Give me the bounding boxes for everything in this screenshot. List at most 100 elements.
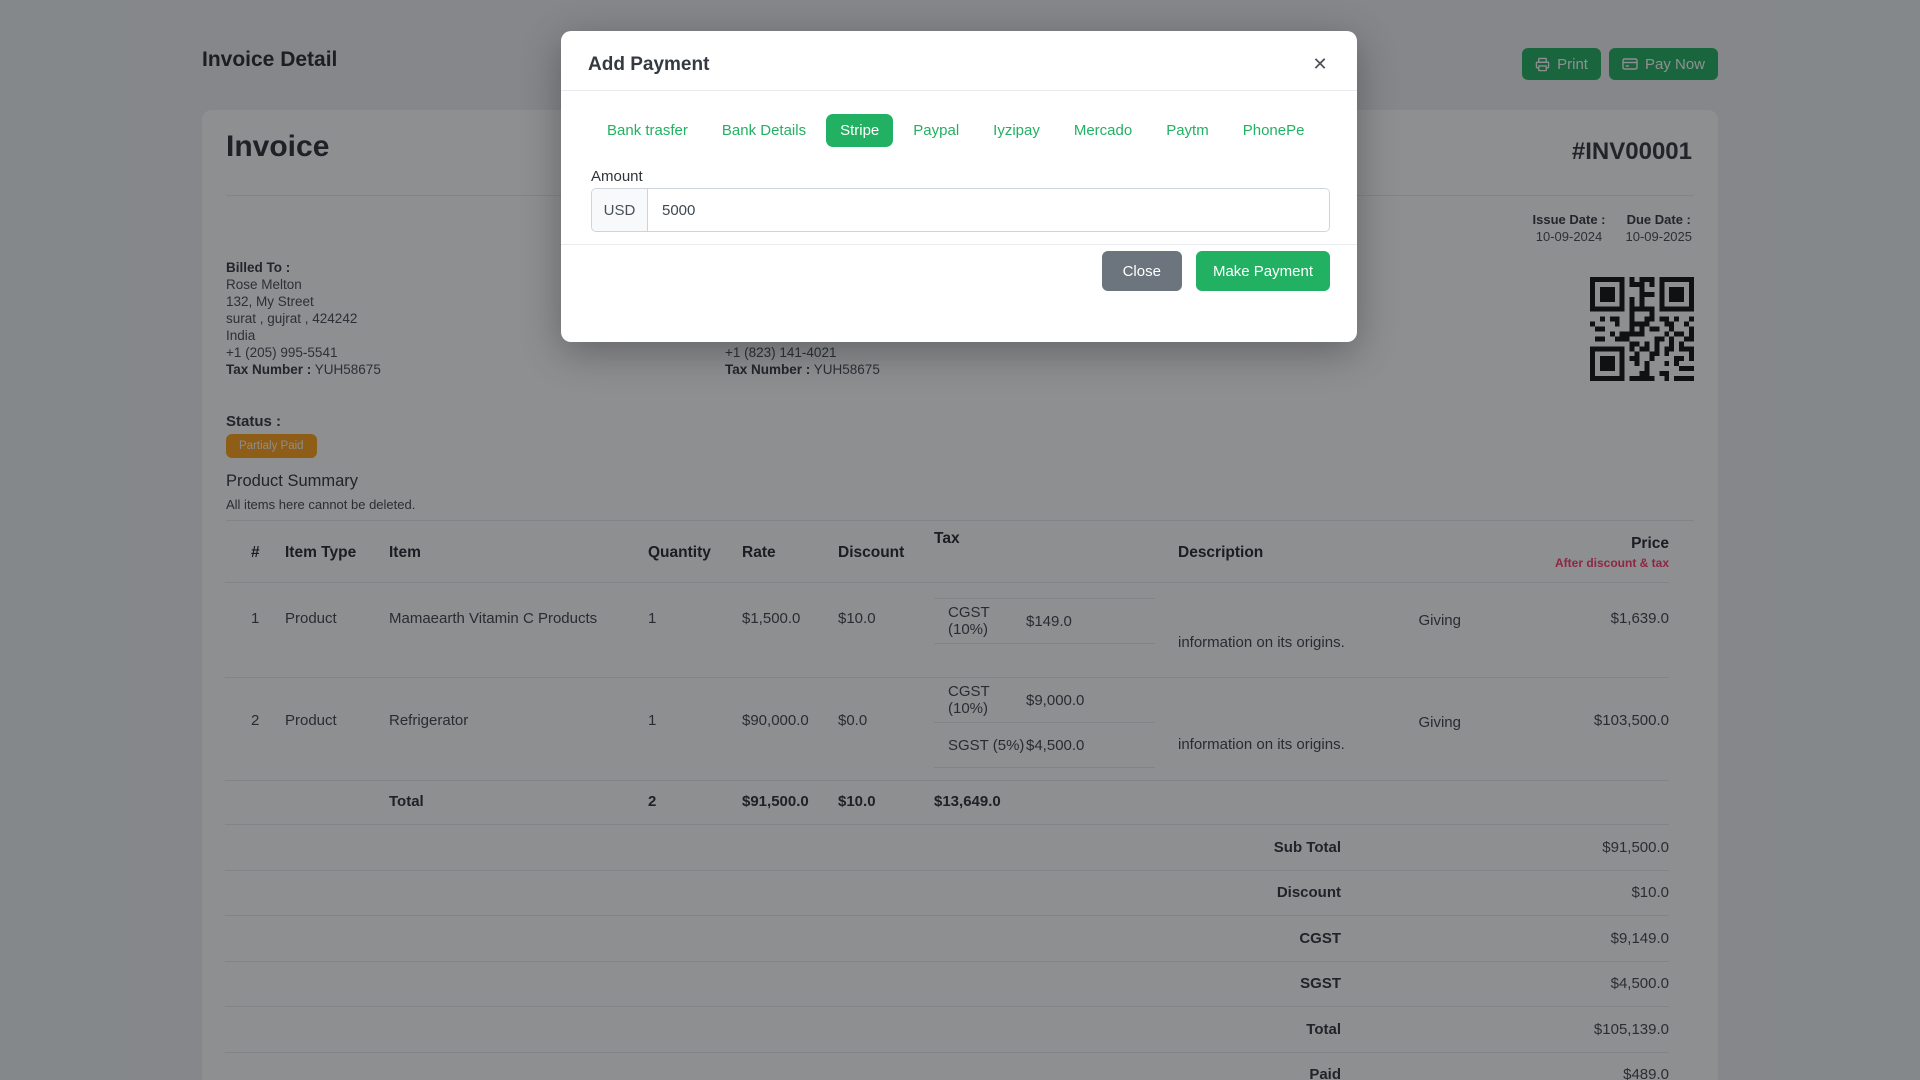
tax-value: $149.0 [1026, 612, 1072, 630]
shipped-to-tax-label: Tax Number : [725, 362, 811, 377]
summary-row: CGST $9,149.0 [225, 915, 1669, 961]
cell-num: 1 [251, 610, 260, 627]
invoice-number: #INV00001 [1571, 138, 1692, 165]
tax-value: $4,500.0 [1026, 736, 1085, 754]
col-discount: Discount [838, 544, 905, 561]
cell-price: $1,639.0 [1610, 610, 1669, 627]
modal-title: Add Payment [588, 54, 710, 75]
amount-input-group: USD [591, 188, 1330, 232]
cell-description: Giving information on its origins. [1178, 612, 1461, 651]
shipped-to-visible-block: +1 (823) 141-4021 Tax Number : YUH58675 [725, 344, 880, 378]
summary-value: $4,500.0 [1610, 975, 1669, 993]
summary-label: CGST [1299, 929, 1341, 947]
total-discount: $10.0 [838, 793, 876, 810]
total-quantity: 2 [648, 793, 657, 810]
total-tax: $13,649.0 [934, 793, 1001, 810]
print-button[interactable]: Print [1522, 48, 1601, 80]
col-price: Price After discount & tax [1463, 530, 1669, 582]
page-title: Invoice Detail [202, 48, 338, 71]
billed-to-label: Billed To : [226, 260, 291, 275]
table-row: 2 Product Refrigerator 1 $90,000.0 $0.0 … [225, 677, 1669, 780]
billed-to-name: Rose Melton [226, 277, 302, 292]
status-label: Status : [226, 413, 282, 430]
tax-entry: CGST (10%) $149.0 [934, 599, 1155, 644]
col-rate: Rate [742, 544, 776, 561]
col-item: Item [389, 544, 421, 561]
summary-label: Discount [1276, 884, 1341, 902]
pay-now-button-label: Pay Now [1644, 55, 1705, 73]
billed-to-country: India [226, 328, 256, 343]
product-table: # Item Type Item Quantity Rate Discount … [225, 530, 1669, 1080]
col-description: Description [1178, 544, 1264, 561]
printer-icon [1535, 57, 1550, 72]
modal-footer: Close Make Payment [1101, 251, 1330, 291]
summary-row: SGST $4,500.0 [225, 960, 1669, 1007]
tab-paypal[interactable]: Paypal [899, 114, 973, 147]
close-button[interactable]: Close [1101, 251, 1182, 291]
amount-input[interactable] [648, 189, 1329, 231]
tab-iyzipay[interactable]: Iyzipay [979, 114, 1054, 147]
shipped-to-tax-number: YUH58675 [813, 362, 880, 377]
close-icon[interactable]: ✕ [1305, 49, 1335, 79]
summary-row: Total $105,139.0 [225, 1006, 1669, 1052]
cell-discount: $0.0 [838, 712, 868, 729]
product-summary-title: Product Summary [226, 472, 359, 490]
summary-label: Sub Total [1273, 838, 1341, 856]
tax-name: CGST (10%) [948, 604, 990, 638]
cell-quantity: 1 [648, 712, 657, 729]
cell-rate: $90,000.0 [742, 712, 809, 729]
summary-value: $9,149.0 [1610, 929, 1669, 947]
cell-num: 2 [251, 712, 260, 729]
invoice-heading: Invoice [226, 130, 330, 163]
billed-to-street: 132, My Street [226, 294, 314, 309]
summary-row: Discount $10.0 [225, 869, 1669, 916]
currency-prefix: USD [592, 189, 648, 231]
payment-method-tabs: Bank trasfer Bank Details Stripe Paypal … [593, 114, 1318, 147]
col-tax: Tax [934, 530, 960, 547]
col-quantity: Quantity [648, 544, 711, 561]
credit-card-icon [1622, 57, 1638, 71]
billed-to-phone: +1 (205) 995-5541 [226, 345, 338, 360]
total-rate: $91,500.0 [742, 793, 809, 810]
summary-row: Paid $489.0 [225, 1051, 1669, 1080]
due-date: Due Date : 10-09-2025 [1626, 212, 1693, 244]
invoice-dates: Issue Date : 10-09-2024 Due Date : 10-09… [1533, 212, 1692, 244]
product-summary-subtitle: All items here cannot be deleted. [226, 497, 416, 512]
add-payment-modal: Add Payment ✕ Bank trasfer Bank Details … [561, 31, 1357, 342]
print-button-label: Print [1557, 55, 1588, 73]
cell-quantity: 1 [648, 610, 657, 627]
tab-phonepe[interactable]: PhonePe [1229, 114, 1319, 147]
cell-item: Refrigerator [389, 712, 469, 729]
summary-row: Sub Total $91,500.0 [225, 824, 1669, 870]
due-date-value: 10-09-2025 [1625, 229, 1693, 244]
tab-mercado[interactable]: Mercado [1060, 114, 1146, 147]
summary-value: $10.0 [1631, 884, 1669, 902]
cell-rate: $1,500.0 [742, 610, 801, 627]
divider [226, 520, 1694, 521]
tab-bank-details[interactable]: Bank Details [708, 114, 820, 147]
col-item-type: Item Type [285, 544, 357, 561]
due-date-label: Due Date : [1626, 212, 1691, 227]
table-header-row: # Item Type Item Quantity Rate Discount … [225, 530, 1669, 582]
tax-name: SGST (5%) [948, 736, 1025, 754]
amount-label: Amount [591, 168, 643, 185]
shipped-to-phone: +1 (823) 141-4021 [725, 345, 837, 360]
tab-bank-transfer[interactable]: Bank trasfer [593, 114, 702, 147]
tab-paytm[interactable]: Paytm [1152, 114, 1223, 147]
status-badge[interactable]: Partialy Paid [226, 434, 317, 458]
col-price-label: Price [1631, 535, 1669, 552]
total-label: Total [389, 793, 424, 810]
make-payment-button[interactable]: Make Payment [1195, 251, 1330, 291]
summary-label: SGST [1300, 975, 1341, 993]
tab-stripe[interactable]: Stripe [826, 114, 894, 147]
billed-to-city: surat , gujrat , 424242 [226, 311, 358, 326]
issue-date-label: Issue Date : [1532, 212, 1606, 227]
summary-value: $489.0 [1623, 1066, 1669, 1080]
divider [561, 244, 1357, 245]
tax-entry: SGST (5%) $4,500.0 [934, 723, 1155, 768]
pay-now-button[interactable]: Pay Now [1608, 48, 1718, 80]
billed-to-block: Billed To : Rose Melton 132, My Street s… [226, 259, 381, 378]
issue-date: Issue Date : 10-09-2024 [1533, 212, 1606, 244]
divider [561, 90, 1357, 91]
